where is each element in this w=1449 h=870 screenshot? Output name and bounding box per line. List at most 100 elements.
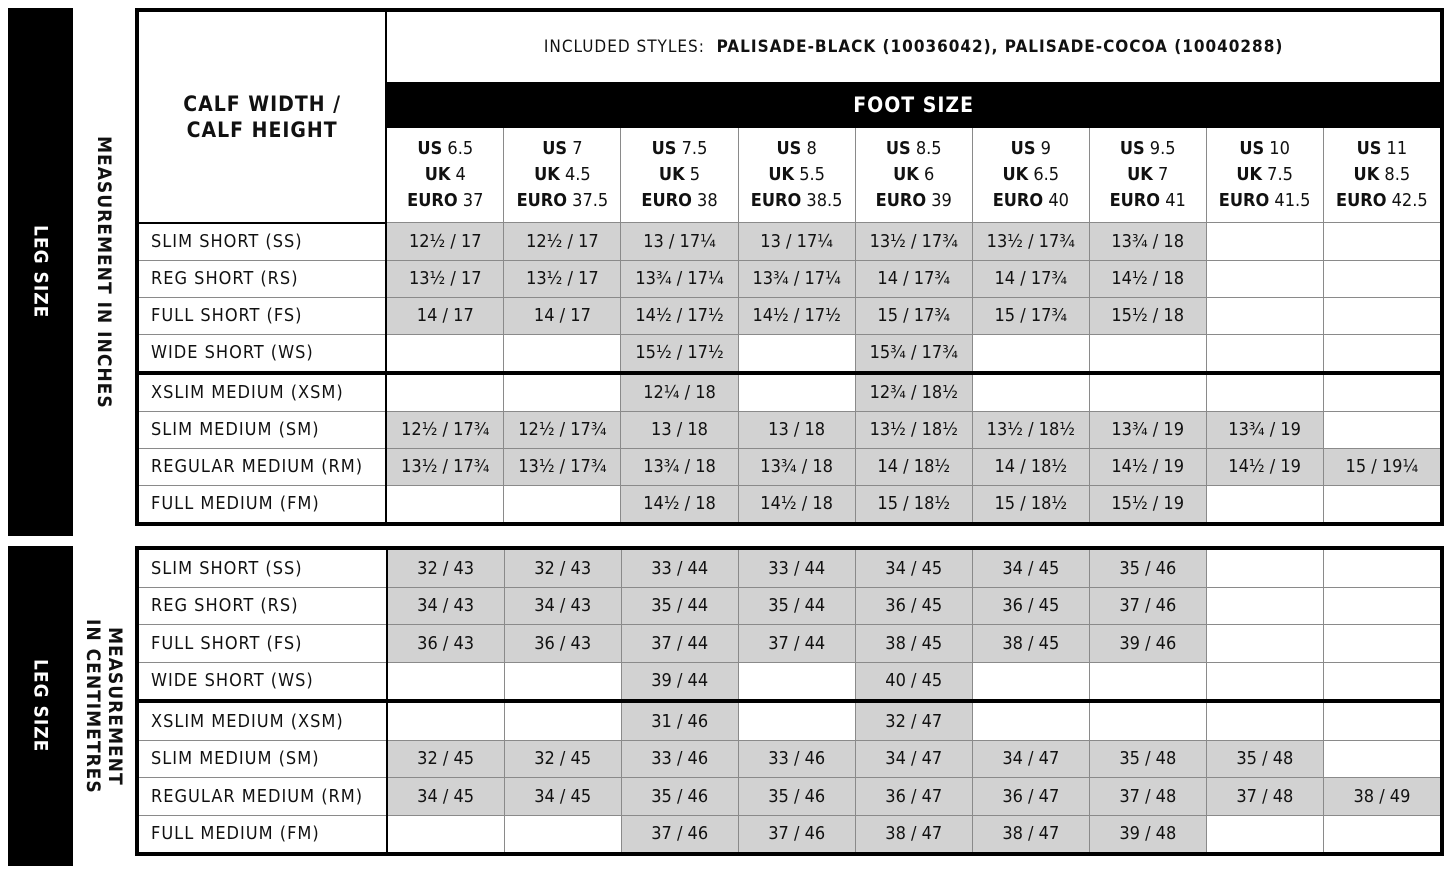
measurement-column: MEASUREMENT IN CENTIMETRES	[73, 546, 135, 866]
measurement-cell	[503, 661, 622, 702]
measurement-cell	[503, 814, 622, 855]
measurement-cell: 35 / 44	[737, 586, 856, 625]
measurement-cell: 37 / 46	[1088, 586, 1207, 625]
measurement-cell: 14½ / 17½	[737, 296, 856, 335]
size-row: US 6.5 UK 4 EURO 37 US 7 UK 4.5 EURO 37.5 US 7…	[137, 127, 1443, 223]
leg-size-label: LEG SIZE	[29, 659, 52, 753]
measurement-cell	[1322, 814, 1443, 855]
measurement-cell: 12¼ / 18	[620, 370, 739, 412]
cm-table: SLIM SHORT (SS) 32 / 43 32 / 43 33 / 44 33 /…	[135, 546, 1444, 856]
measurement-cell: 31 / 46	[620, 699, 739, 741]
inches-block: LEG SIZE MEASUREMENT IN INCHES CALF WIDT…	[8, 8, 1444, 536]
measurement-cell	[1205, 547, 1324, 588]
measurement-cell	[971, 661, 1090, 702]
measurement-cell	[503, 484, 622, 524]
measurement-cell	[1322, 624, 1443, 663]
measurement-cell	[1322, 333, 1443, 373]
measurement-cell	[1322, 259, 1443, 298]
measurement-cell: 15½ / 17½	[620, 333, 739, 373]
measurement-cell: 15 / 17¾	[854, 296, 973, 335]
row-label: REG SHORT (RS)	[135, 586, 388, 625]
measurement-cell: 35 / 48	[1088, 739, 1207, 778]
measurement-cell	[1088, 699, 1207, 741]
measurement-cell: 14 / 18½	[854, 447, 973, 486]
measurement-cell: 38 / 45	[971, 624, 1090, 663]
table-row: REGULAR MEDIUM (RM) 13½ / 17¾ 13½ / 17¾ 13¾…	[134, 447, 1443, 486]
measurement-cell: 13½ / 17¾	[971, 222, 1090, 261]
table-row: REG SHORT (RS) 34 / 43 34 / 43 35 / 44 35 / …	[135, 586, 1443, 625]
included-styles: INCLUDED STYLES: PALISADE-BLACK (1003604…	[385, 9, 1443, 83]
foot-size-header: FOOT SIZE	[385, 82, 1443, 128]
measurement-cell: 39 / 44	[620, 661, 739, 702]
table-row: SLIM SHORT (SS) 12½ / 17 12½ / 17 13 / 17¼ 1…	[134, 222, 1443, 261]
measurement-cell: 37 / 48	[1088, 777, 1207, 816]
measurement-cell: 14 / 17	[503, 296, 622, 335]
row-label: FULL SHORT (FS)	[135, 624, 388, 663]
measurement-cell: 35 / 44	[620, 586, 739, 625]
measurement-cell: 15¾ / 17¾	[854, 333, 973, 373]
measurement-cell: 13¾ / 17¼	[737, 259, 856, 298]
measurement-cell: 13½ / 17¾	[385, 447, 505, 486]
measurement-cell: 33 / 46	[620, 739, 739, 778]
measurement-cell	[1205, 814, 1324, 855]
measurement-cell: 36 / 45	[971, 586, 1090, 625]
measurement-cell: 38 / 47	[971, 814, 1090, 855]
leg-size-label: LEG SIZE	[29, 225, 52, 319]
measurement-cell: 14½ / 17½	[620, 296, 739, 335]
measurement-cell	[503, 333, 622, 373]
measurement-cell: 37 / 48	[1205, 777, 1324, 816]
row-label: SLIM MEDIUM (SM)	[135, 739, 388, 778]
measurement-cell: 13¾ / 17¼	[620, 259, 739, 298]
measurement-cell: 13½ / 18½	[854, 410, 973, 449]
measurement-cell: 13½ / 17¾	[503, 447, 622, 486]
measurement-cell: 37 / 46	[737, 814, 856, 855]
measurement-cell: 14½ / 18	[1088, 259, 1207, 298]
row-label: WIDE SHORT (WS)	[135, 661, 388, 702]
measurement-cell: 34 / 47	[854, 739, 973, 778]
measurement-cell	[971, 333, 1090, 373]
measurement-cell: 14 / 17	[385, 296, 505, 335]
measurement-cell	[1322, 739, 1443, 778]
measurement-cell	[1205, 484, 1324, 524]
measurement-cell: 36 / 45	[854, 586, 973, 625]
cm-block: LEG SIZE MEASUREMENT IN CENTIMETRES SLIM …	[8, 546, 1444, 866]
measurement-cell: 34 / 45	[386, 777, 505, 816]
calf-line2: CALF HEIGHT	[186, 117, 338, 142]
measurement-cell: 37 / 44	[620, 624, 739, 663]
table-row: XSLIM MEDIUM (XSM) 31 / 46 32 / 47	[135, 699, 1443, 741]
measurement-cell	[386, 699, 505, 741]
leg-size-bar: LEG SIZE	[8, 546, 73, 866]
measurement-cell	[737, 333, 856, 373]
measurement-cell: 13½ / 18½	[971, 410, 1090, 449]
table-row: REGULAR MEDIUM (RM) 34 / 45 34 / 45 35 / 46…	[135, 777, 1443, 816]
table-row: WIDE SHORT (WS) 15½ / 17½ 15¾ / 17¾	[134, 333, 1443, 373]
measurement-cell	[1205, 699, 1324, 741]
measurement-cell: 39 / 46	[1088, 624, 1207, 663]
measurement-cell	[1088, 661, 1207, 702]
measurement-cell	[1322, 370, 1443, 412]
calf-header: CALF WIDTH / CALF HEIGHT	[135, 9, 388, 224]
row-label: FULL MEDIUM (FM)	[134, 484, 388, 524]
measurement-cell	[503, 699, 622, 741]
measurement-cell	[1205, 661, 1324, 702]
size-header-cell: US 8 UK 5.5 EURO 38.5	[737, 127, 856, 223]
measurement-cell: 35 / 46	[1088, 547, 1207, 588]
measurement-cell	[1322, 699, 1443, 741]
row-label: FULL MEDIUM (FM)	[135, 814, 388, 855]
measurement-cell: 33 / 44	[620, 547, 739, 588]
measurement-cell: 32 / 47	[854, 699, 973, 741]
measurement-cell: 34 / 45	[971, 547, 1090, 588]
table-row: FULL SHORT (FS) 14 / 17 14 / 17 14½ / 17½ 14…	[134, 296, 1443, 335]
measurement-cell: 14½ / 19	[1205, 447, 1324, 486]
measurement-cell	[737, 661, 856, 702]
measurement-cell	[1205, 333, 1324, 373]
measurement-cell: 13¾ / 18	[737, 447, 856, 486]
measurement-cell: 36 / 43	[386, 624, 505, 663]
measurement-cell: 32 / 45	[386, 739, 505, 778]
measurement-cell: 13½ / 17¾	[854, 222, 973, 261]
measurement-cell	[386, 814, 505, 855]
measurement-cell	[1205, 586, 1324, 625]
measurement-cell: 13¾ / 19	[1088, 410, 1207, 449]
measurement-cell: 13 / 18	[737, 410, 856, 449]
measurement-cell	[386, 661, 505, 702]
